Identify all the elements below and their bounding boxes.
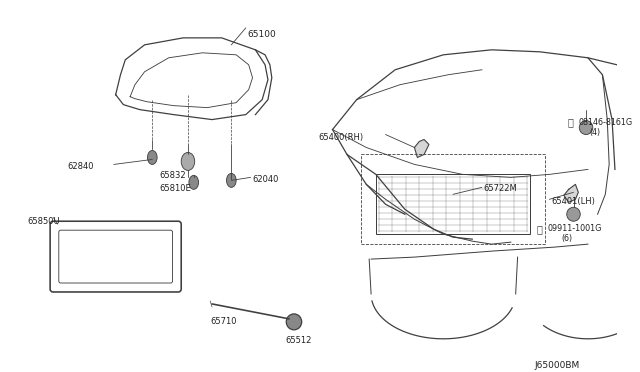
Text: 09911-1001G: 09911-1001G — [547, 224, 602, 233]
Text: 65722M: 65722M — [484, 185, 518, 193]
Text: 62040: 62040 — [253, 175, 279, 185]
Text: 65832: 65832 — [159, 171, 186, 180]
Circle shape — [286, 314, 301, 330]
Text: (6): (6) — [561, 234, 572, 243]
Polygon shape — [415, 140, 429, 157]
Text: 65100: 65100 — [248, 30, 276, 39]
Text: 65850U: 65850U — [27, 217, 60, 226]
Text: 65400(RH): 65400(RH) — [318, 132, 364, 141]
Ellipse shape — [189, 175, 198, 189]
Ellipse shape — [181, 153, 195, 170]
Text: 65401(LH): 65401(LH) — [551, 197, 595, 206]
Text: 08146-8161G: 08146-8161G — [579, 118, 632, 126]
Text: 65710: 65710 — [210, 317, 237, 326]
Circle shape — [567, 207, 580, 221]
Text: 65512: 65512 — [285, 336, 312, 345]
Circle shape — [579, 121, 593, 135]
Ellipse shape — [147, 150, 157, 164]
Text: J65000BM: J65000BM — [535, 361, 580, 370]
Text: Ⓑ: Ⓑ — [568, 118, 573, 128]
Text: 65810E: 65810E — [159, 185, 191, 193]
Bar — [376, 174, 530, 234]
Text: (4): (4) — [589, 128, 600, 137]
Ellipse shape — [227, 173, 236, 187]
Text: 62840: 62840 — [67, 163, 94, 171]
Polygon shape — [564, 185, 579, 202]
Text: Ⓝ: Ⓝ — [537, 224, 543, 234]
